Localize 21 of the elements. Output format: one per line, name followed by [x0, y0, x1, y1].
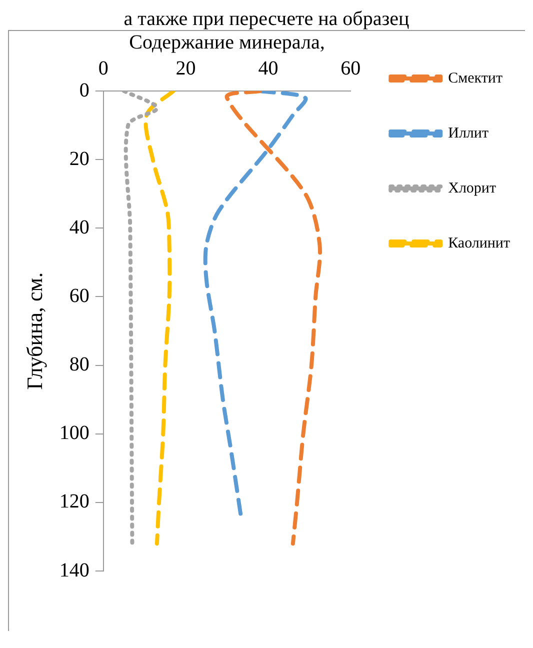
y-tick-label: 100 [59, 422, 90, 444]
y-tick-label: 40 [69, 216, 90, 238]
legend-label: Хлорит [448, 180, 496, 196]
y-tick-label: 0 [79, 79, 90, 102]
y-tick-label: 20 [69, 148, 90, 170]
x-tick-label: 20 [176, 57, 196, 80]
x-tick-label: 40 [258, 57, 278, 80]
legend-label: Каолинит [448, 235, 510, 252]
x-axis-title: Содержание минерала, [129, 31, 325, 54]
y-axis-title: Глубина, см. [22, 272, 47, 390]
y-tick-label: 60 [69, 284, 90, 307]
line-series [144, 91, 176, 546]
legend-label: Иллит [448, 125, 489, 142]
line-series [225, 91, 322, 546]
y-tick-label: 80 [69, 354, 90, 376]
legend-label: Смектит [448, 70, 503, 86]
text: а также при пересчете на образец [122, 8, 410, 30]
x-tick-label: 0 [98, 57, 108, 80]
y-tick-label: 120 [59, 490, 90, 513]
x-tick-label: 60 [340, 57, 361, 80]
y-tick-label: 140 [59, 559, 90, 582]
